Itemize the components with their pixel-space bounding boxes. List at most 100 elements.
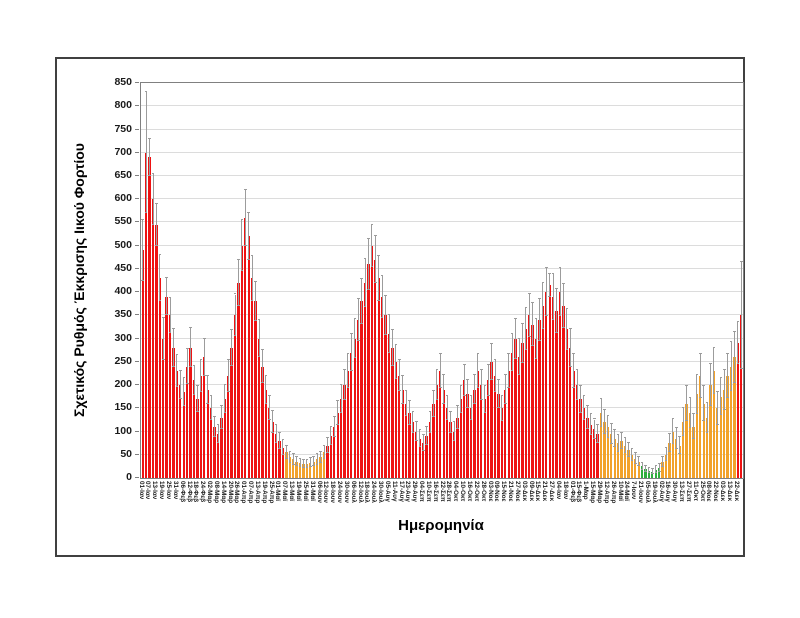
error-bar <box>217 424 219 444</box>
error-bar-cap <box>288 450 292 452</box>
error-bar <box>155 203 157 246</box>
bar <box>223 399 226 478</box>
error-bar <box>203 338 205 376</box>
x-tick-label: 22-Δεκ <box>732 481 740 502</box>
error-bar-cap <box>291 463 295 465</box>
bar <box>422 443 425 478</box>
error-bar <box>497 380 499 409</box>
bar <box>357 320 360 478</box>
error-bar-cap <box>572 353 576 355</box>
error-bar-cap <box>726 397 729 399</box>
error-bar-cap <box>616 450 620 452</box>
error-bar <box>357 299 359 341</box>
error-bar-cap <box>582 395 586 397</box>
x-tick-label: 11-Οκτ <box>691 481 699 501</box>
error-bar-cap <box>380 274 384 276</box>
error-bar <box>556 288 558 333</box>
error-bar <box>672 419 674 444</box>
gridline <box>141 174 743 176</box>
gridline <box>141 291 743 293</box>
error-bar <box>621 432 623 450</box>
bar <box>418 438 421 478</box>
bar <box>251 278 254 478</box>
gridline <box>141 384 743 386</box>
error-bar-cap <box>209 419 213 421</box>
error-bar-cap <box>722 368 726 370</box>
error-bar-cap <box>729 389 733 391</box>
bar <box>237 282 240 478</box>
bar <box>630 454 633 478</box>
error-bar <box>402 375 404 404</box>
error-bar-cap <box>240 219 244 221</box>
error-bar-cap <box>466 379 469 381</box>
error-bar-cap <box>476 386 480 388</box>
error-bar-cap <box>733 381 736 383</box>
y-axis-tick <box>135 267 139 269</box>
error-bar-cap <box>179 398 182 399</box>
error-bar <box>713 347 715 395</box>
x-tick-label: 02-Μαρ <box>206 481 213 504</box>
error-bar <box>477 354 479 388</box>
error-bar <box>508 354 510 388</box>
error-bar-cap <box>281 439 285 441</box>
error-bar <box>576 369 578 401</box>
error-bar-cap <box>445 419 449 421</box>
bar <box>716 408 719 478</box>
error-bar-cap <box>350 370 353 372</box>
x-tick-label: 19-Απρ <box>260 481 268 504</box>
error-bar-cap <box>562 282 565 284</box>
bar <box>353 338 356 478</box>
bar <box>179 385 182 478</box>
error-bar-cap <box>555 287 558 289</box>
error-bar-cap <box>459 411 463 413</box>
error-bar-cap <box>459 384 463 386</box>
bar <box>589 424 592 478</box>
error-bar <box>737 322 739 365</box>
error-bar <box>542 283 544 329</box>
error-bar <box>361 279 363 324</box>
error-bar <box>439 354 441 388</box>
error-bar <box>282 440 284 456</box>
error-bar-cap <box>469 395 473 397</box>
bar <box>579 399 582 478</box>
error-bar-cap <box>582 419 586 421</box>
error-bar-cap <box>596 423 599 425</box>
error-bar <box>583 396 585 421</box>
error-bar-cap <box>483 384 487 386</box>
error-bar <box>268 396 270 421</box>
error-bar-cap <box>565 307 569 309</box>
bar <box>319 457 322 478</box>
error-bar <box>313 457 315 467</box>
error-bar-cap <box>716 391 719 392</box>
error-bar-cap <box>216 442 220 444</box>
error-bar-cap <box>736 363 740 365</box>
error-bar-cap <box>442 374 446 376</box>
error-bar <box>162 317 164 360</box>
y-tick-label: 750 <box>114 122 132 135</box>
bar <box>548 285 551 478</box>
error-bar-cap <box>387 351 391 353</box>
y-axis-tick <box>135 128 139 130</box>
bar <box>199 375 202 478</box>
error-bar-cap <box>192 394 196 396</box>
error-bar-cap <box>391 329 394 331</box>
error-bar-cap <box>182 405 186 406</box>
error-bar-cap <box>237 305 240 307</box>
bar <box>281 447 285 478</box>
bar <box>254 301 257 478</box>
error-bar <box>604 410 605 435</box>
error-bar-cap <box>326 451 329 453</box>
error-bar-cap <box>247 258 251 260</box>
bar <box>562 306 565 478</box>
x-tick-label: 27-Νοε <box>513 481 521 502</box>
error-bar <box>159 254 161 302</box>
error-bar-cap <box>230 364 233 366</box>
error-bar-cap <box>223 384 227 386</box>
error-bar-cap <box>384 333 387 335</box>
error-bar-cap <box>613 446 617 448</box>
bar <box>664 454 668 478</box>
error-bar-cap <box>333 415 336 417</box>
bar <box>268 408 271 478</box>
bar <box>473 389 476 478</box>
error-bar-cap <box>514 357 517 359</box>
